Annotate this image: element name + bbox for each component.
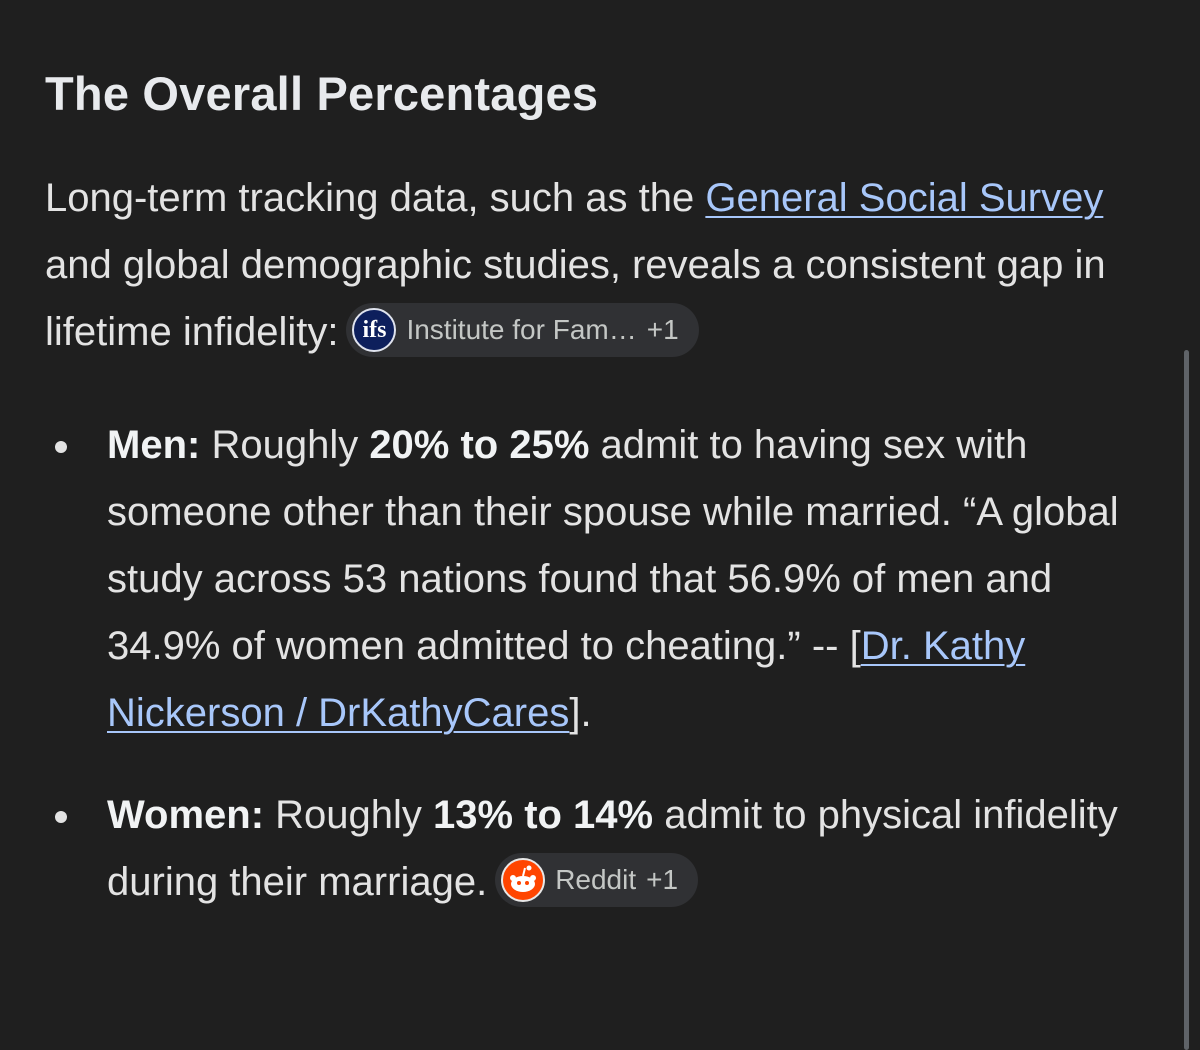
- text: admit to having sex with someone other t…: [107, 423, 1119, 668]
- source-link[interactable]: Dr. Kathy Nickerson / DrKathyCares: [107, 624, 1026, 735]
- source-chip[interactable]: Reddit +1: [495, 853, 699, 908]
- bold-text: 20% to 25%: [369, 423, 590, 467]
- scrollbar: [1184, 350, 1189, 1050]
- bullet-list: Men: Roughly 20% to 25% admit to having …: [45, 412, 1167, 951]
- text: Roughly: [200, 423, 370, 467]
- source-link[interactable]: General Social Survey: [705, 176, 1104, 220]
- chip-label: Institute for Fam…: [406, 314, 637, 346]
- chip-label: Reddit: [555, 864, 637, 896]
- source-icon: ifs: [352, 308, 397, 353]
- text: Roughly: [264, 793, 434, 837]
- bullet-item: Women: Roughly 13% to 14% admit to physi…: [55, 782, 1167, 916]
- bullet-label: Men:: [107, 423, 201, 467]
- text: admit to physical infidelity during thei…: [107, 793, 1118, 904]
- section-title: The Overall Percentages: [45, 67, 599, 120]
- intro-paragraph: Long-term tracking data, such as the Gen…: [45, 165, 1155, 366]
- source-chip[interactable]: ifs Institute for Fam… +1: [346, 303, 699, 358]
- reddit-icon: [501, 858, 546, 903]
- bullet-item: Men: Roughly 20% to 25% admit to having …: [55, 412, 1167, 747]
- text: ].: [569, 691, 592, 735]
- chip-count: +1: [646, 864, 679, 896]
- bold-text: 13% to 14%: [433, 793, 654, 837]
- chip-count: +1: [646, 314, 679, 346]
- text: and global demographic studies, reveals …: [45, 243, 1106, 354]
- text: Long-term tracking data, such as the: [45, 176, 706, 220]
- bullet-label: Women:: [107, 793, 265, 837]
